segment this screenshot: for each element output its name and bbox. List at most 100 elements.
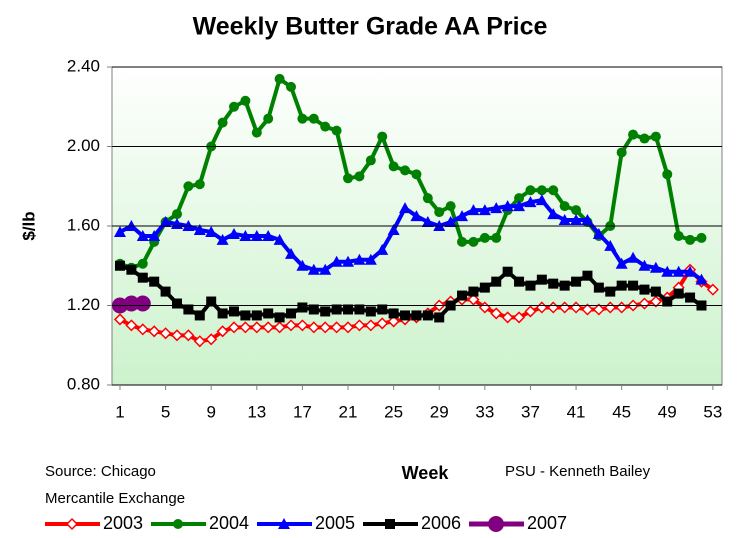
marker: [377, 304, 388, 315]
marker: [673, 230, 684, 241]
marker: [274, 73, 285, 84]
marker: [388, 308, 399, 319]
x-tick-label: 41: [567, 402, 586, 421]
marker: [182, 329, 195, 342]
marker: [662, 169, 673, 180]
marker: [353, 253, 366, 265]
marker: [570, 214, 583, 226]
marker: [229, 306, 239, 317]
marker: [685, 234, 696, 245]
marker: [422, 310, 433, 321]
marker: [148, 325, 161, 338]
marker: [501, 200, 514, 212]
marker: [319, 263, 332, 275]
marker: [136, 229, 149, 241]
x-tick-label: 1: [115, 402, 124, 421]
marker: [490, 307, 503, 320]
legend-label: 2005: [315, 513, 355, 533]
marker: [628, 129, 639, 140]
y-tick-label: 2.40: [67, 56, 100, 75]
marker: [284, 319, 298, 332]
marker: [467, 204, 480, 216]
marker: [263, 113, 274, 124]
marker: [262, 321, 275, 334]
marker: [422, 193, 433, 204]
marker: [649, 295, 662, 308]
x-tick-label: 53: [703, 402, 722, 421]
marker: [331, 125, 342, 136]
marker: [193, 335, 206, 348]
marker: [385, 519, 395, 529]
marker: [307, 263, 320, 275]
marker: [478, 204, 491, 216]
x-tick-label: 33: [475, 402, 494, 421]
marker: [365, 155, 376, 166]
marker: [512, 311, 526, 324]
marker: [251, 310, 262, 321]
marker: [411, 310, 422, 321]
marker: [170, 329, 184, 342]
marker: [330, 321, 343, 334]
marker: [343, 173, 354, 184]
marker: [239, 321, 252, 334]
marker: [194, 179, 205, 190]
marker: [400, 310, 411, 321]
marker: [706, 283, 719, 296]
marker: [695, 273, 708, 285]
marker: [343, 304, 354, 315]
marker: [250, 229, 263, 241]
marker: [250, 321, 263, 334]
marker: [286, 81, 297, 92]
marker: [615, 257, 628, 269]
marker: [582, 270, 593, 281]
marker: [662, 296, 673, 307]
y-axis-label: $/lb: [19, 211, 38, 240]
marker: [524, 196, 537, 208]
marker: [216, 325, 229, 338]
marker: [296, 259, 309, 271]
marker: [604, 239, 617, 251]
x-tick-label: 25: [384, 402, 403, 421]
marker: [308, 113, 319, 124]
marker: [457, 236, 468, 247]
marker: [536, 274, 547, 285]
marker: [627, 251, 640, 263]
marker: [376, 243, 389, 255]
marker: [592, 227, 605, 239]
chart-title: Weekly Butter Grade AA Price: [193, 13, 548, 41]
marker: [205, 225, 218, 237]
marker: [159, 327, 172, 340]
marker: [262, 229, 275, 241]
marker: [137, 272, 148, 283]
marker: [217, 308, 228, 319]
marker: [273, 233, 286, 245]
marker: [353, 319, 366, 332]
marker: [650, 131, 661, 142]
marker: [488, 516, 504, 532]
marker: [320, 306, 331, 317]
marker: [173, 519, 183, 529]
marker: [125, 319, 138, 332]
marker: [491, 276, 502, 287]
marker: [365, 306, 376, 317]
marker: [137, 258, 148, 269]
marker: [126, 264, 137, 275]
x-axis-label: Week: [402, 463, 450, 483]
marker: [502, 266, 513, 277]
marker: [239, 229, 252, 241]
marker: [638, 259, 651, 271]
marker: [274, 312, 285, 323]
x-tick-label: 21: [339, 402, 358, 421]
marker: [548, 278, 559, 289]
marker: [524, 305, 537, 318]
legend-label: 2004: [209, 513, 249, 533]
marker: [308, 304, 319, 315]
marker: [479, 232, 490, 243]
marker: [364, 253, 377, 265]
marker: [514, 193, 525, 204]
x-tick-label: 45: [612, 402, 631, 421]
x-tick-label: 5: [161, 402, 170, 421]
marker: [297, 302, 308, 313]
marker: [456, 210, 469, 222]
